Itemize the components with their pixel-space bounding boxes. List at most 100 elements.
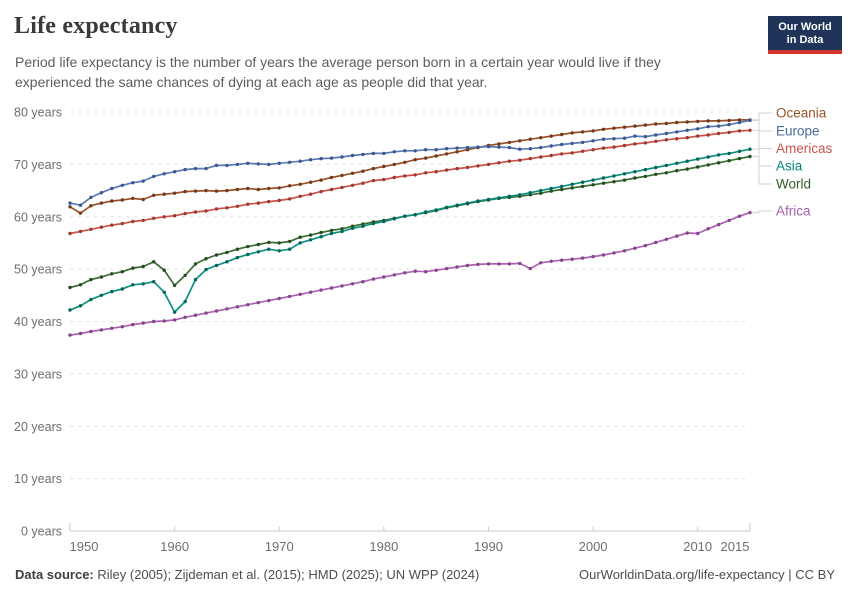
- data-point: [267, 240, 271, 245]
- data-point: [110, 326, 114, 330]
- line-path-africa: [69, 211, 751, 336]
- data-point: [256, 162, 260, 166]
- data-point: [465, 201, 470, 205]
- data-point: [225, 188, 229, 193]
- data-point: [664, 237, 668, 241]
- data-point: [580, 184, 585, 189]
- legend-label-europe[interactable]: Europe: [776, 124, 820, 139]
- data-point: [329, 187, 334, 192]
- data-point: [193, 277, 198, 282]
- data-point: [329, 156, 334, 160]
- series-line-oceania[interactable]: [68, 118, 752, 215]
- data-point: [382, 177, 386, 182]
- data-source-label: Data source:: [15, 567, 94, 582]
- legend-label-africa[interactable]: Africa: [776, 204, 811, 219]
- data-point: [643, 243, 648, 248]
- x-tick-label-1960: 1960: [160, 539, 189, 554]
- data-point: [204, 267, 208, 272]
- data-point: [340, 173, 344, 178]
- data-point: [183, 315, 187, 319]
- data-point: [727, 151, 731, 156]
- data-point: [737, 149, 742, 153]
- data-point: [361, 280, 365, 284]
- data-point: [633, 246, 637, 250]
- data-point: [518, 261, 522, 266]
- series-line-asia[interactable]: [68, 147, 752, 314]
- data-point: [580, 130, 585, 134]
- data-point: [319, 156, 323, 161]
- data-point: [225, 307, 229, 311]
- data-point: [329, 286, 334, 290]
- data-point: [78, 229, 83, 234]
- data-point: [152, 174, 156, 179]
- legend-label-world[interactable]: World: [776, 177, 811, 192]
- data-point: [403, 160, 407, 164]
- data-point: [486, 144, 491, 149]
- data-point: [329, 231, 334, 236]
- data-point: [340, 155, 344, 159]
- series-line-americas[interactable]: [68, 128, 752, 236]
- data-point: [392, 217, 396, 221]
- data-point: [235, 255, 240, 260]
- data-point: [403, 149, 407, 153]
- data-point: [131, 219, 135, 224]
- data-point: [392, 175, 396, 180]
- data-point: [382, 219, 386, 224]
- data-point: [675, 161, 679, 165]
- data-point: [162, 319, 166, 323]
- data-point: [622, 125, 627, 129]
- series-line-africa[interactable]: [68, 210, 752, 337]
- data-point: [455, 203, 459, 207]
- data-point: [612, 174, 616, 178]
- data-point: [235, 305, 240, 309]
- data-point: [654, 240, 658, 245]
- data-point: [235, 162, 240, 167]
- data-point: [141, 179, 145, 183]
- data-point: [361, 152, 365, 157]
- owid-url-license[interactable]: OurWorldinData.org/life-expectancy | CC …: [578, 567, 835, 582]
- data-point: [308, 290, 313, 294]
- legend-label-oceania[interactable]: Oceania: [776, 106, 827, 121]
- data-point: [183, 273, 187, 278]
- data-point: [424, 148, 428, 152]
- data-point: [131, 283, 135, 287]
- data-point: [748, 128, 752, 132]
- data-point: [152, 319, 156, 324]
- series-line-europe[interactable]: [68, 118, 752, 207]
- data-point: [727, 122, 731, 127]
- data-point: [601, 253, 606, 257]
- data-point: [162, 172, 166, 176]
- data-point: [382, 275, 386, 279]
- data-point: [539, 261, 543, 265]
- y-tick-label-80: 80 years: [14, 106, 62, 120]
- data-point: [183, 211, 187, 216]
- data-point: [214, 309, 219, 313]
- data-point: [288, 160, 292, 164]
- data-point: [601, 176, 606, 180]
- owid-logo[interactable]: Our World in Data: [768, 16, 842, 54]
- data-point: [277, 161, 281, 165]
- data-point: [633, 134, 637, 138]
- data-point: [204, 209, 208, 213]
- x-tick-label-1950: 1950: [70, 539, 99, 554]
- data-point: [78, 203, 83, 207]
- data-point: [633, 124, 637, 128]
- data-point: [539, 155, 543, 159]
- data-point: [622, 143, 627, 148]
- data-point: [444, 168, 449, 172]
- data-point: [716, 153, 721, 157]
- data-point: [444, 152, 449, 156]
- data-point: [204, 166, 208, 171]
- data-point: [476, 145, 480, 149]
- data-point: [288, 294, 292, 299]
- data-point: [528, 137, 532, 141]
- data-point: [78, 331, 83, 336]
- line-path-oceania: [69, 119, 751, 214]
- legend-label-asia[interactable]: Asia: [776, 159, 803, 174]
- data-point: [99, 328, 104, 332]
- data-point: [612, 251, 616, 255]
- legend-label-americas[interactable]: Americas: [776, 141, 833, 156]
- data-point: [183, 189, 187, 194]
- data-point: [664, 171, 668, 175]
- data-point: [591, 178, 595, 182]
